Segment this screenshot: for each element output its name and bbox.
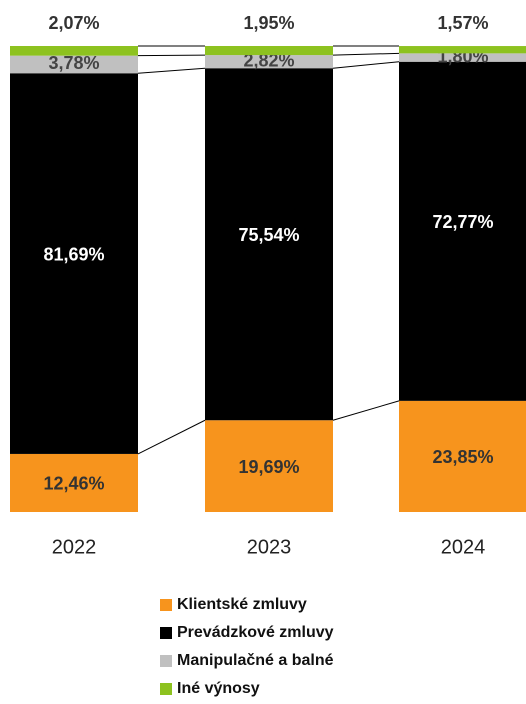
bar-segment [399, 61, 526, 401]
data-label: 2,07% [48, 13, 99, 33]
bar-segment [10, 453, 138, 512]
data-label: 1,95% [243, 13, 294, 33]
bar-segment [10, 73, 138, 454]
bar-segment [10, 46, 138, 56]
bar-segment [205, 420, 333, 512]
data-label: 3,78% [48, 53, 99, 73]
connector [332, 52, 400, 56]
legend-label: Manipulačné a balné [177, 652, 334, 669]
connector [137, 67, 206, 74]
legend-swatch [160, 627, 172, 639]
bar-segment [399, 46, 526, 54]
data-label: 75,54% [238, 225, 299, 245]
data-label: 23,85% [432, 447, 493, 467]
data-label: 1,57% [437, 13, 488, 33]
data-label: 2,82% [243, 50, 294, 70]
connector [332, 400, 400, 421]
legend-swatch [160, 655, 172, 667]
bar-segment [399, 400, 526, 512]
x-tick-label: 2023 [247, 536, 292, 558]
bar-segment [399, 53, 526, 62]
bar-segment [205, 68, 333, 421]
data-label: 19,69% [238, 457, 299, 477]
x-tick-label: 2024 [441, 536, 486, 558]
legend-label: Klientské zmluvy [177, 596, 307, 613]
data-label: 81,69% [43, 244, 104, 264]
data-label: 12,46% [43, 474, 104, 494]
legend-label: Iné výnosy [177, 680, 260, 697]
legend-swatch [160, 599, 172, 611]
legend-swatch [160, 683, 172, 695]
bar-segment [205, 55, 333, 69]
connector [137, 419, 206, 455]
data-label: 72,77% [432, 212, 493, 232]
connector [332, 61, 400, 69]
bar-segment [205, 46, 333, 56]
x-tick-label: 2022 [52, 536, 97, 558]
legend-label: Prevádzkové zmluvy [177, 624, 334, 641]
bar-segment [10, 55, 138, 74]
connector [137, 54, 206, 57]
